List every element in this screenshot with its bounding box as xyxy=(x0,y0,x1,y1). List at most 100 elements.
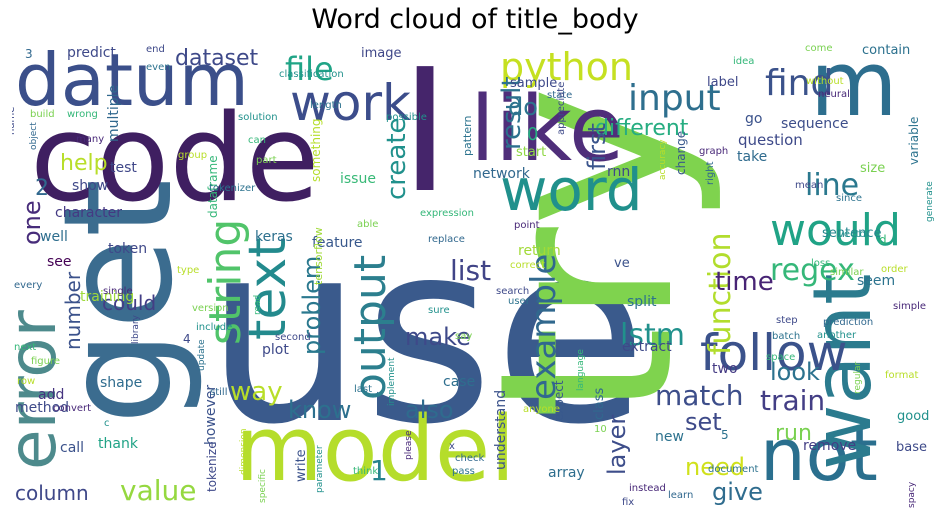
word-include: include xyxy=(196,322,232,333)
word-return: return xyxy=(518,243,561,259)
word-label: label xyxy=(707,75,738,90)
word-help: help xyxy=(60,151,108,176)
word-generate: generate xyxy=(925,181,935,222)
word-regular: regular xyxy=(853,362,863,394)
word-5: 5 xyxy=(721,428,729,442)
word-neural: neural xyxy=(818,89,850,100)
word-feature: feature xyxy=(312,235,363,251)
word-different: different xyxy=(595,116,689,141)
word-figure: figure xyxy=(31,356,60,367)
word-try: try xyxy=(447,85,727,420)
word-plot: plot xyxy=(262,342,289,358)
word-work: work xyxy=(290,74,411,132)
word-read: read xyxy=(253,295,263,315)
word-pattern: pattern xyxy=(461,116,474,156)
word-string: string xyxy=(200,219,251,345)
word-list: list xyxy=(450,254,491,287)
word-d: d xyxy=(879,233,887,247)
word-update: update xyxy=(197,339,207,371)
word-text: text xyxy=(238,237,298,340)
word-input: input xyxy=(628,78,721,119)
word-even: even xyxy=(146,62,171,73)
word-get: get xyxy=(32,179,206,425)
word-c: c xyxy=(104,418,110,429)
word-change: change xyxy=(674,131,688,175)
word-come: come xyxy=(805,44,833,54)
word-dataset: dataset xyxy=(175,46,259,71)
word-split: split xyxy=(627,294,657,310)
word-I: I xyxy=(400,44,450,231)
word-point: point xyxy=(514,220,540,231)
word-convert: convert xyxy=(53,403,91,414)
word-base: base xyxy=(896,440,927,455)
word-one: one xyxy=(18,200,46,245)
word-do: do xyxy=(508,93,538,121)
word-similar: similar xyxy=(830,267,864,278)
word-question: question xyxy=(738,131,803,149)
word-however: however xyxy=(203,385,219,445)
word-make: make xyxy=(405,323,471,351)
word-appreciate: appreciate xyxy=(556,82,567,135)
word-layer: layer xyxy=(603,415,631,475)
chart-title: Word cloud of title_body xyxy=(311,4,639,35)
word-ve: ve xyxy=(614,256,630,271)
word-image: image xyxy=(361,46,402,61)
word-right: right xyxy=(705,161,716,185)
word-spacy: spacy xyxy=(907,481,917,508)
word-see: see xyxy=(47,254,72,270)
word-time: time xyxy=(715,267,774,297)
word-something: something xyxy=(309,118,323,182)
word-sequence: sequence xyxy=(781,116,848,132)
word-solution: solution xyxy=(238,112,278,123)
word-format: format xyxy=(885,370,918,381)
word-many: many xyxy=(76,134,104,145)
word-error: error xyxy=(12,309,71,470)
word-predict: predict xyxy=(67,45,116,61)
word-first: first xyxy=(583,123,611,170)
word-new: new xyxy=(655,429,684,445)
word-please: please xyxy=(404,430,414,460)
word-model: model xyxy=(235,397,515,502)
word-mean: mean xyxy=(795,180,823,191)
word-sample: sample xyxy=(510,76,557,91)
word-group: group xyxy=(178,150,207,161)
word-every: every xyxy=(14,280,42,291)
word-name: name xyxy=(12,107,17,135)
word-keras: keras xyxy=(255,229,293,245)
word-length: length xyxy=(310,100,342,111)
word-contain: contain xyxy=(862,44,910,58)
word-check: check xyxy=(455,453,484,464)
word-want: want xyxy=(796,273,889,470)
word-array: array xyxy=(548,465,585,481)
word-part: part xyxy=(256,155,277,166)
word-good: good xyxy=(897,409,929,424)
word-1: 1 xyxy=(370,454,388,487)
word-4: 4 xyxy=(183,332,191,346)
word-wrong: wrong xyxy=(67,109,98,120)
word-expression: expression xyxy=(420,208,474,219)
word-version: version xyxy=(192,303,229,314)
word-seem: seem xyxy=(857,273,895,289)
word-add: add xyxy=(38,387,64,403)
word-sure: sure xyxy=(428,305,450,316)
word-like: like xyxy=(470,77,624,182)
word-word: word xyxy=(500,156,643,224)
word-thank: thank xyxy=(98,436,139,452)
word-anyone: anyone xyxy=(523,404,560,415)
word-specific: specific xyxy=(258,469,268,503)
word-step: step xyxy=(776,315,798,326)
word-fix: fix xyxy=(622,497,634,508)
word-document: document xyxy=(708,464,759,475)
word-show: show xyxy=(72,178,108,194)
word-case: case xyxy=(443,374,475,390)
word-possible: possible xyxy=(386,112,427,123)
word-find: find xyxy=(765,63,833,104)
word-use: use xyxy=(205,188,648,479)
word-10: 10 xyxy=(594,424,607,435)
word-order: order xyxy=(881,264,909,275)
word-value: value xyxy=(120,474,196,507)
word-datum: datum xyxy=(15,44,249,122)
word-dimension: dimension xyxy=(239,428,249,475)
word-would: would xyxy=(770,205,901,256)
word-classification: classification xyxy=(279,69,344,80)
